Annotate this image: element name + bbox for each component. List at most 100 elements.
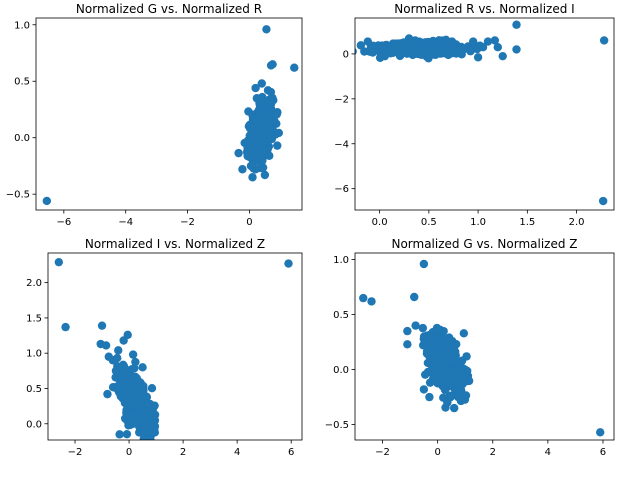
data-points <box>54 257 293 440</box>
scatter-point <box>365 47 374 56</box>
scatter-point <box>435 376 444 386</box>
scatter-point <box>402 49 412 58</box>
scatter-point <box>452 339 461 349</box>
scatter-point <box>428 374 438 384</box>
x-tick-label: 0.5 <box>421 217 437 228</box>
x-tick-label: −2 <box>375 447 390 458</box>
scatter-point <box>498 51 507 61</box>
axes-frame <box>354 17 615 211</box>
scatter-point <box>512 45 521 54</box>
scatter-point <box>248 173 257 182</box>
scatter-point <box>274 128 284 138</box>
y-tick-label: 2.0 <box>26 278 42 289</box>
scatter-point <box>141 426 150 436</box>
scatter-point <box>246 161 256 171</box>
axes-frame <box>354 252 615 441</box>
scatter-point <box>234 148 243 158</box>
scatter-point <box>599 36 609 45</box>
scatter-point <box>419 41 428 51</box>
scatter-point <box>440 361 449 371</box>
data-points <box>42 25 299 206</box>
scatter-point <box>367 297 376 306</box>
scatter-point <box>478 42 488 52</box>
y-tick-label: −4 <box>334 139 349 150</box>
scatter-point <box>445 391 454 400</box>
y-tick-label: 1.0 <box>26 349 42 360</box>
scatter-point <box>410 292 419 302</box>
y-tick-label: 1.0 <box>14 20 30 31</box>
axes-frame <box>35 17 303 211</box>
scatter-point <box>260 147 269 157</box>
scatter-point <box>134 406 144 416</box>
scatter-point <box>134 398 144 407</box>
y-tick-label: −6 <box>334 184 349 195</box>
x-tick-label: 6 <box>288 447 294 458</box>
scatter-point <box>403 326 412 336</box>
x-tick-label: 2 <box>180 447 186 458</box>
scatter-point <box>103 389 112 399</box>
scatter-point <box>442 347 452 356</box>
scatter-point <box>114 346 123 355</box>
scatter-point <box>138 363 147 372</box>
scatter-point <box>272 109 282 119</box>
scatter-point <box>262 25 271 34</box>
scatter-point <box>128 411 137 420</box>
scatter-point <box>459 44 468 54</box>
scatter-point <box>448 366 457 375</box>
axes-frame <box>47 252 303 441</box>
chart-title: Normalized I vs. Normalized Z <box>85 237 265 251</box>
scatter-point <box>363 37 373 46</box>
x-tick-label: 4 <box>545 447 551 458</box>
scatter-point <box>359 293 368 303</box>
scatter-point <box>238 165 247 174</box>
x-tick-label: 0.0 <box>372 217 388 228</box>
y-tick-label: −2 <box>334 94 349 105</box>
scatter-point <box>150 401 159 410</box>
scatter-point <box>420 370 430 379</box>
scatter-point <box>512 20 521 29</box>
data-points <box>355 20 609 206</box>
scatter-point <box>459 329 469 338</box>
scatter-point <box>257 128 266 137</box>
data-points <box>359 259 605 437</box>
scatter-point <box>284 259 293 268</box>
scatter-point <box>249 135 259 145</box>
scatter-point <box>129 419 139 428</box>
y-tick-label: 0.5 <box>333 310 349 321</box>
scatter-point <box>444 50 453 60</box>
y-tick-label: 0.5 <box>26 384 42 395</box>
scatter-point <box>387 47 397 56</box>
x-tick-label: 0 <box>126 447 132 458</box>
scatter-point <box>416 50 425 59</box>
scatter-point <box>251 83 260 93</box>
scatter-point <box>122 408 131 418</box>
scatter-point <box>260 115 269 124</box>
scatter-point <box>263 86 273 95</box>
scatter-point <box>101 341 111 350</box>
scatter-point <box>355 47 357 55</box>
scatter-point <box>432 323 442 333</box>
scatter-point <box>418 323 428 333</box>
scatter-point <box>403 340 412 349</box>
scatter-point <box>419 259 429 269</box>
scatter-point <box>395 44 405 53</box>
scatter-point <box>117 376 127 385</box>
scatter-point <box>134 387 143 397</box>
x-tick-label: 2 <box>490 447 496 458</box>
scatter-point <box>451 383 460 392</box>
x-tick-label: 4 <box>234 447 240 458</box>
scatter-point <box>596 428 605 437</box>
scatter-point <box>257 95 266 105</box>
scatter-point <box>493 42 502 52</box>
scatter-point <box>247 142 256 151</box>
scatter-point <box>266 61 276 70</box>
scatter-point <box>598 196 608 206</box>
subplot-3: Normalized I vs. Normalized Z −2 0 2 4 6 0.0 0.… <box>26 237 303 458</box>
y-tick-label: 1.0 <box>333 255 349 266</box>
scatter-point <box>483 37 493 46</box>
scatter-point <box>119 336 128 345</box>
scatter-point <box>42 196 52 206</box>
scatter-point <box>424 54 433 63</box>
x-tick-label: 6 <box>600 447 606 458</box>
x-tick-label: −6 <box>56 217 71 228</box>
